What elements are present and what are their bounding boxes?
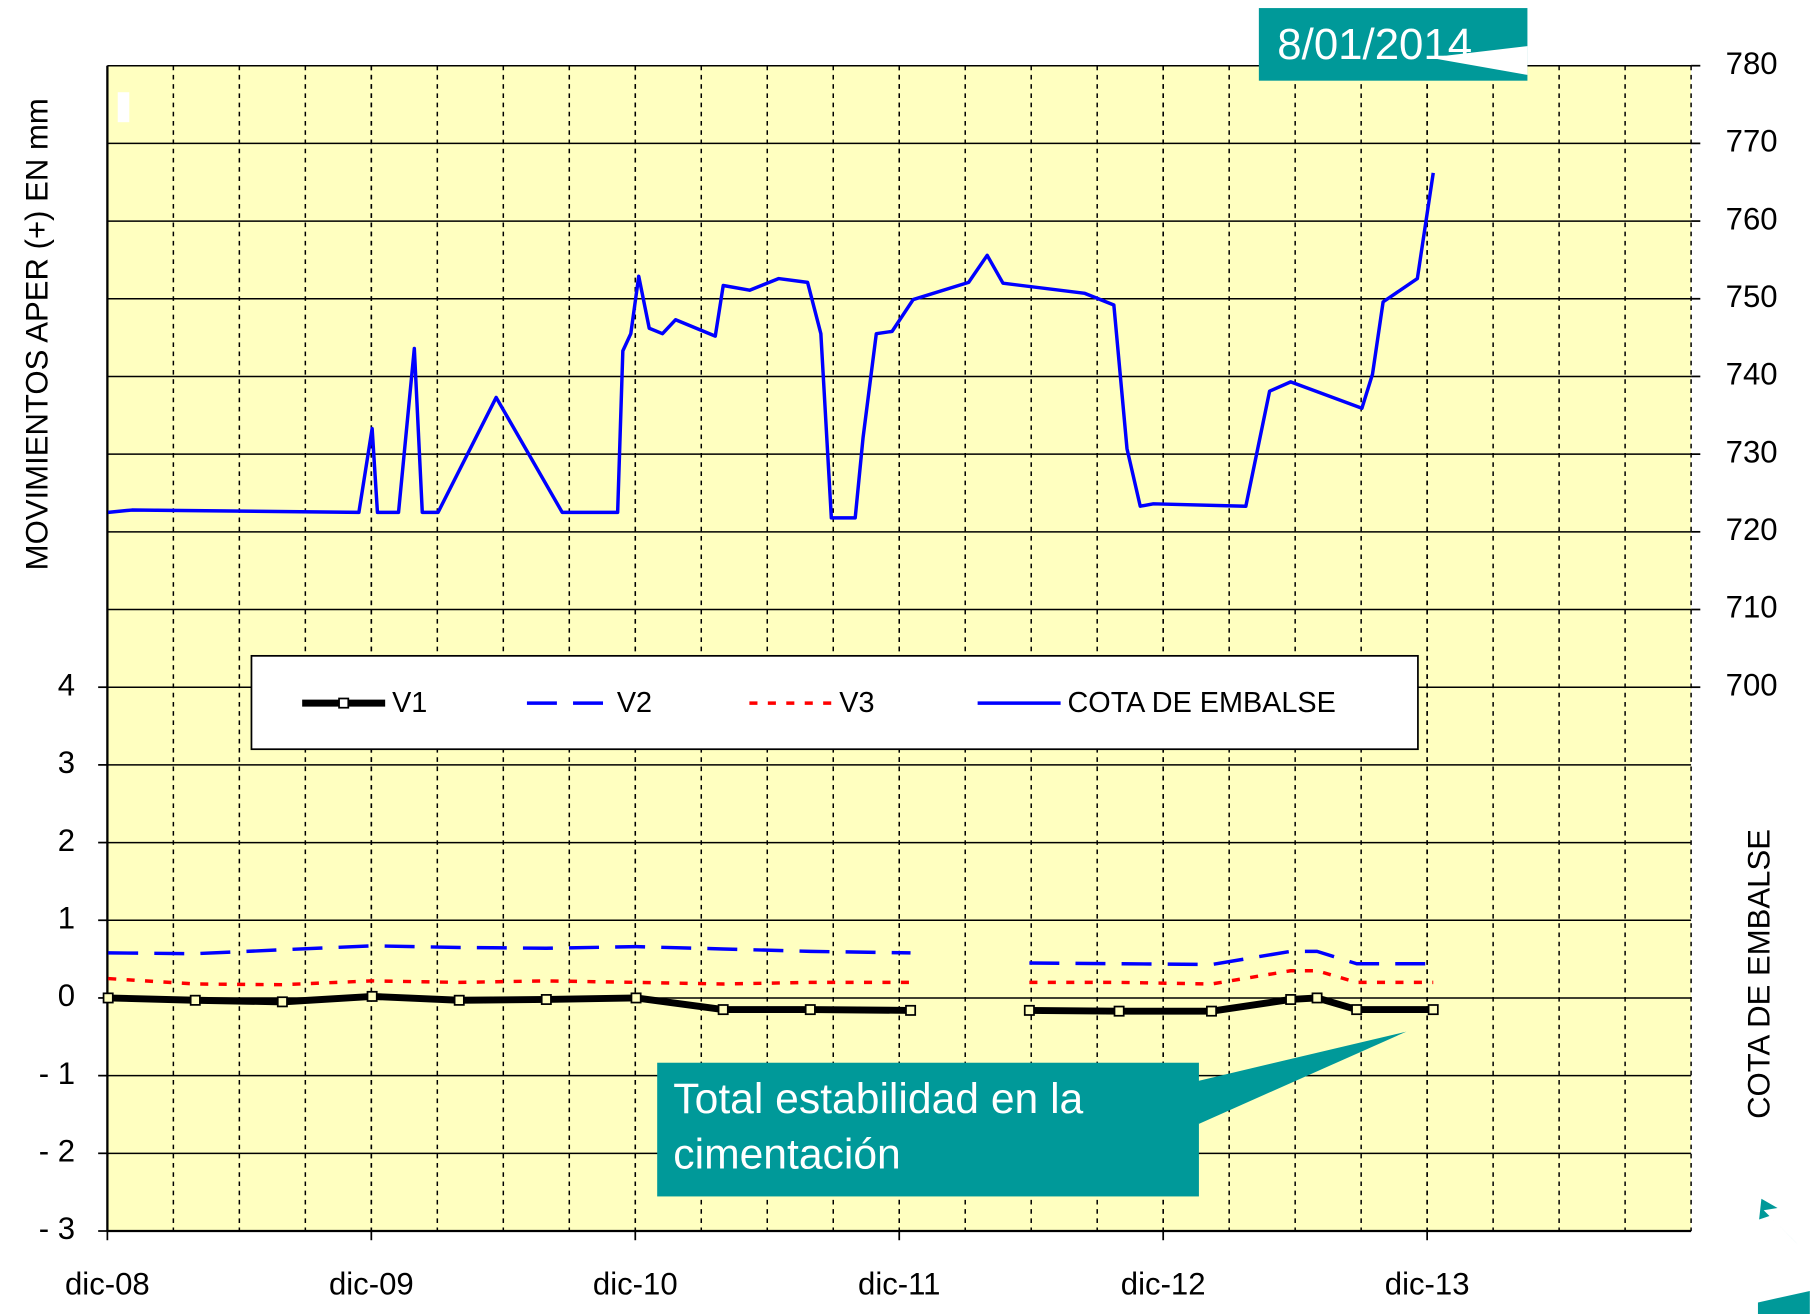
- x-tick-label: dic-13: [1385, 1267, 1470, 1302]
- legend-box: [250, 654, 1419, 751]
- legend-marker-stub: [117, 92, 130, 123]
- y2-tick-label: 760: [1726, 201, 1778, 236]
- annotation-text: cimentación: [673, 1131, 900, 1179]
- y2-axis-label: COTA DE EMBALSE: [1742, 829, 1777, 1119]
- y2-tick-label: 750: [1726, 279, 1778, 314]
- x-tick-label: dic-12: [1121, 1267, 1206, 1302]
- series-marker: [1427, 1004, 1439, 1016]
- arrow-icon: [1759, 1198, 1799, 1245]
- series-marker: [1285, 994, 1297, 1005]
- series-marker: [804, 1004, 816, 1016]
- y2-tick-label: 700: [1726, 667, 1778, 702]
- series-marker: [102, 992, 114, 1004]
- x-tick-label: dic-08: [65, 1267, 150, 1302]
- arrow-icon: [1757, 1290, 1810, 1314]
- y2-tick-label: 740: [1726, 357, 1778, 392]
- y-axis-label: MOVIMIENTOS APER (+) EN mm: [20, 98, 55, 570]
- series-marker: [630, 992, 642, 1004]
- series-marker: [1311, 992, 1323, 1004]
- y-tick-label: - 2: [39, 1134, 75, 1169]
- annotation-pointer: [1187, 1031, 1407, 1124]
- series-marker: [540, 994, 552, 1005]
- annotation-text: Total estabilidad en la: [673, 1075, 1083, 1123]
- annotation-pointer: [1429, 46, 1528, 75]
- series-marker: [453, 994, 465, 1006]
- y2-tick-label: 770: [1726, 124, 1778, 159]
- series-marker: [717, 1004, 729, 1016]
- series-line: [108, 172, 1435, 520]
- y-tick-label: 0: [58, 978, 75, 1013]
- annotation-text: 8/01/2014: [1277, 20, 1472, 69]
- series-marker: [189, 994, 201, 1006]
- legend-label: COTA DE EMBALSE: [1068, 687, 1336, 719]
- y-tick-label: - 3: [39, 1211, 75, 1246]
- y2-tick-label: 780: [1726, 46, 1778, 81]
- y-tick-label: 2: [58, 823, 75, 858]
- series-marker: [366, 990, 378, 1002]
- x-tick-label: dic-10: [593, 1267, 678, 1302]
- y2-tick-label: 710: [1726, 590, 1778, 625]
- series-marker: [1113, 1005, 1125, 1017]
- series-marker: [905, 1004, 917, 1016]
- annotation-box: [657, 1062, 1199, 1197]
- y-tick-label: 1: [58, 900, 75, 935]
- legend-marker: [338, 697, 350, 709]
- series-line: [108, 944, 1434, 967]
- series-marker: [1206, 1005, 1217, 1017]
- x-tick-label: dic-09: [329, 1267, 414, 1302]
- y2-tick-label: 720: [1726, 512, 1778, 547]
- series-line: [108, 969, 1434, 987]
- y-tick-label: - 1: [39, 1056, 75, 1091]
- series-marker: [1351, 1004, 1363, 1016]
- series-marker: [276, 996, 288, 1008]
- y-tick-label: 4: [58, 667, 75, 702]
- series-marker: [1023, 1004, 1035, 1016]
- annotation-box: [1258, 8, 1528, 81]
- legend-label: V1: [392, 687, 427, 719]
- legend-label: V2: [617, 687, 652, 719]
- legend-label: V3: [839, 687, 874, 719]
- y2-tick-label: 730: [1726, 434, 1778, 469]
- x-tick-label: dic-11: [858, 1267, 940, 1302]
- y-tick-label: 3: [58, 745, 75, 780]
